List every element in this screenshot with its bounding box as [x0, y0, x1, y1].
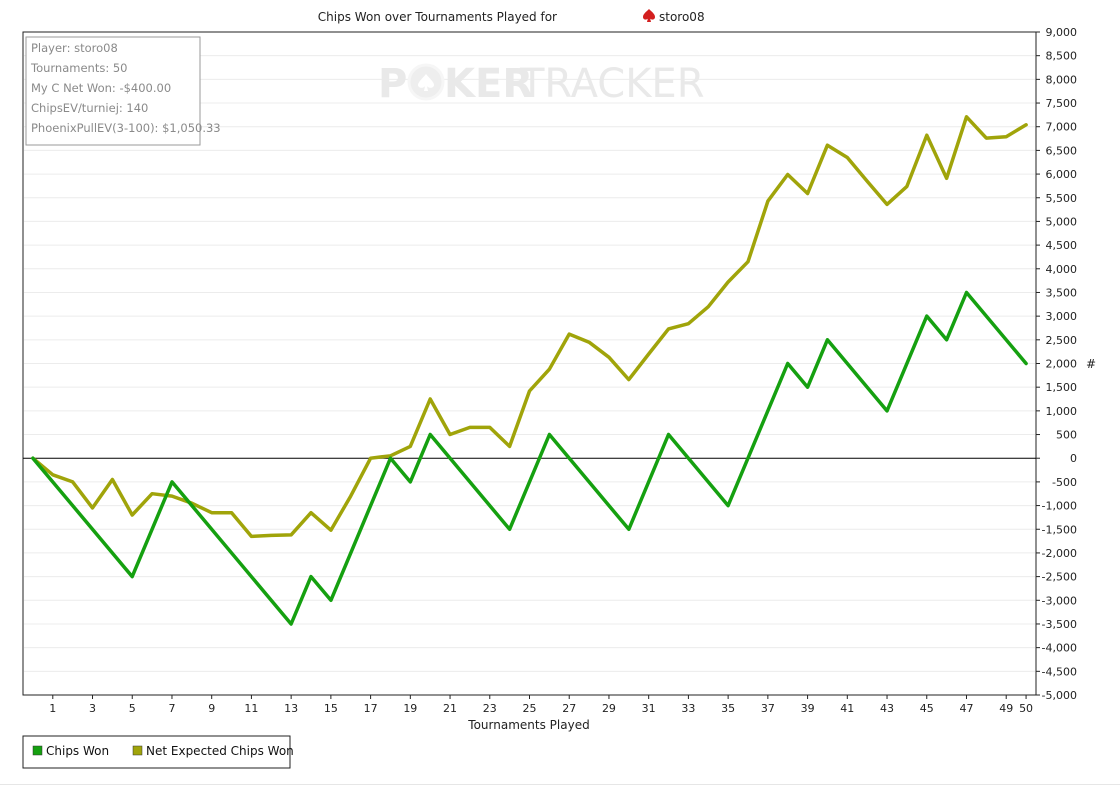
x-axis-ticks: 1 3 5 7 9 11 13 15 17 19 21 23 25 27 29 31 33 35 37 39 41 43 4… — [49, 695, 1033, 715]
x-tick-label: 49 — [999, 702, 1013, 715]
player-stats-box: Player: storo08 Tournaments: 50 My C Net… — [25, 36, 221, 146]
y-tick-label: 6,000 — [1046, 168, 1078, 181]
y-tick-label: 3,000 — [1046, 310, 1078, 323]
y-axis-ticks: 9,000 8,500 8,000 7,500 7,000 6,500 6,000 5,500… — [1036, 26, 1077, 702]
x-tick-label: 1 — [49, 702, 56, 715]
x-tick-label: 19 — [403, 702, 417, 715]
x-tick-label: 43 — [880, 702, 894, 715]
watermark-text-ker: KER — [444, 61, 533, 107]
chart-title-player-name: storo08 — [659, 10, 705, 24]
series-line-net-expected-chips-won — [31, 115, 1028, 539]
y-tick-label: 7,000 — [1046, 121, 1078, 134]
bottom-divider — [0, 784, 1120, 785]
watermark-text-tracker: TRACKER — [519, 61, 705, 107]
y-tick-label: -5,000 — [1042, 689, 1077, 702]
x-tick-label: 13 — [284, 702, 298, 715]
y-tick-label: 4,500 — [1046, 239, 1078, 252]
x-tick-label: 45 — [920, 702, 934, 715]
x-tick-label: 21 — [443, 702, 457, 715]
x-tick-label: 17 — [364, 702, 378, 715]
watermark-text-p: P — [378, 61, 407, 107]
y-tick-label: -3,000 — [1042, 594, 1077, 607]
x-tick-label: 3 — [89, 702, 96, 715]
pokertracker-watermark: P KER TRACKER — [378, 61, 705, 107]
series-line-chips-won — [31, 290, 1028, 626]
y-tick-label: 2,000 — [1046, 358, 1078, 371]
x-tick-label: 39 — [801, 702, 815, 715]
x-tick-label: 29 — [602, 702, 616, 715]
y-tick-label: 1,000 — [1046, 405, 1078, 418]
y-tick-label: 3,500 — [1046, 286, 1078, 299]
y-tick-label: -2,500 — [1042, 571, 1077, 584]
x-tick-label: 41 — [840, 702, 854, 715]
y-tick-label: -4,000 — [1042, 642, 1077, 655]
x-tick-label: 27 — [562, 702, 576, 715]
x-tick-label: 7 — [168, 702, 175, 715]
legend-swatch-chips-won — [32, 745, 43, 756]
stat-phoenix-pull-ev: PhoenixPullEV(3-100): $1,050.33 — [31, 121, 221, 135]
y-tick-label: 500 — [1056, 429, 1077, 442]
y-tick-label: 8,500 — [1046, 50, 1078, 63]
y-tick-label: 0 — [1070, 452, 1077, 465]
x-tick-label: 31 — [642, 702, 656, 715]
y-tick-label: 7,500 — [1046, 97, 1078, 110]
series-lines — [31, 115, 1028, 626]
y-tick-label: -1,000 — [1042, 500, 1077, 513]
y-tick-label: 9,000 — [1046, 26, 1078, 39]
stat-tournaments: Tournaments: 50 — [30, 61, 128, 75]
x-tick-label: 25 — [523, 702, 537, 715]
x-tick-label: 11 — [244, 702, 258, 715]
x-tick-label: 23 — [483, 702, 497, 715]
x-axis-title: Tournaments Played — [467, 718, 589, 732]
y-tick-label: 8,000 — [1046, 73, 1078, 86]
y-tick-label: 5,500 — [1046, 192, 1078, 205]
y-tick-label: 2,500 — [1046, 334, 1078, 347]
y-tick-label: 1,500 — [1046, 381, 1078, 394]
x-tick-label: 37 — [761, 702, 775, 715]
y-tick-label: -3,500 — [1042, 618, 1077, 631]
chart-title: Chips Won over Tournaments Played for — [318, 10, 557, 24]
legend-label-net-expected: Net Expected Chips Won — [146, 744, 294, 758]
x-tick-label: 47 — [959, 702, 973, 715]
y-tick-label: -4,500 — [1042, 665, 1077, 678]
x-tick-label: 9 — [208, 702, 215, 715]
stat-player: Player: storo08 — [31, 41, 118, 55]
stat-net-won: My C Net Won: -$400.00 — [31, 81, 171, 95]
y-tick-label: -1,500 — [1042, 523, 1077, 536]
y-tick-label: 4,000 — [1046, 263, 1078, 276]
y-axis-title: # — [1086, 357, 1096, 371]
legend-label-chips-won: Chips Won — [46, 744, 109, 758]
x-tick-label: 5 — [129, 702, 136, 715]
x-tick-label: 15 — [324, 702, 338, 715]
poker-chip-logo — [407, 63, 445, 101]
grid-lines — [24, 55, 1035, 672]
y-tick-label: -500 — [1052, 476, 1077, 489]
legend-swatch-net-expected — [132, 745, 143, 756]
x-tick-label: 33 — [681, 702, 695, 715]
y-tick-label: -2,000 — [1042, 547, 1077, 560]
y-tick-label: 6,500 — [1046, 144, 1078, 157]
x-tick-label: 50 — [1019, 702, 1033, 715]
legend: Chips Won Net Expected Chips Won — [22, 735, 294, 769]
spade-icon — [643, 9, 655, 22]
stat-chipsev: ChipsEV/turniej: 140 — [31, 101, 148, 115]
y-tick-label: 5,000 — [1046, 215, 1078, 228]
x-tick-label: 35 — [721, 702, 735, 715]
